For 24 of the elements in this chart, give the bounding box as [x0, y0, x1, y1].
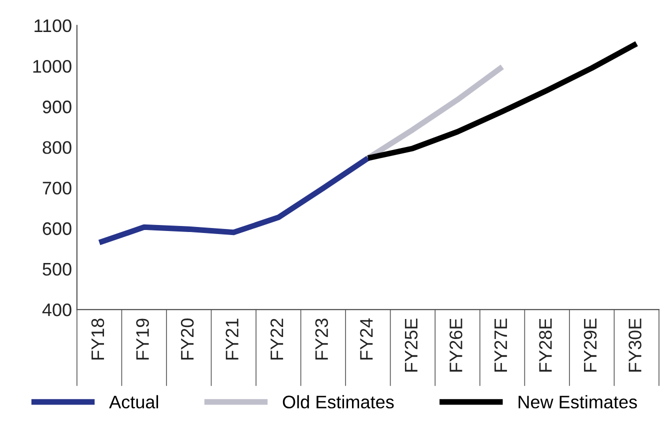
y-tick-label: 500: [42, 262, 72, 276]
y-tick-label: 1100: [34, 19, 72, 32]
x-tick-label: FY25E: [404, 318, 418, 372]
x-tick-label: FY18: [91, 318, 104, 360]
x-tick-label: FY23: [315, 318, 328, 360]
x-tick-label: FY27E: [494, 318, 507, 372]
y-tick-label: 800: [42, 141, 72, 154]
x-tick-label: FY30E: [628, 318, 642, 372]
y-tick-label: 600: [42, 222, 72, 236]
x-tick-label: FY20: [180, 318, 194, 360]
x-tick-label: FY29E: [584, 318, 597, 372]
y-tick-label: 1000: [33, 60, 72, 73]
legend-label: Old Estimates: [282, 395, 394, 408]
x-tick-label: FY26E: [450, 318, 462, 372]
x-tick-label: FY19: [136, 318, 149, 360]
y-tick-label: 400: [42, 303, 72, 316]
y-tick-label: 900: [42, 100, 72, 114]
legend-label: New Estimates: [518, 395, 637, 408]
x-tick-label: FY24: [360, 318, 373, 360]
y-tick-label: 700: [42, 182, 72, 194]
legend-label: Actual: [109, 395, 158, 408]
x-tick-label: FY21: [226, 318, 238, 360]
x-tick-label: FY28E: [539, 318, 552, 372]
x-tick-label: FY22: [270, 318, 284, 360]
